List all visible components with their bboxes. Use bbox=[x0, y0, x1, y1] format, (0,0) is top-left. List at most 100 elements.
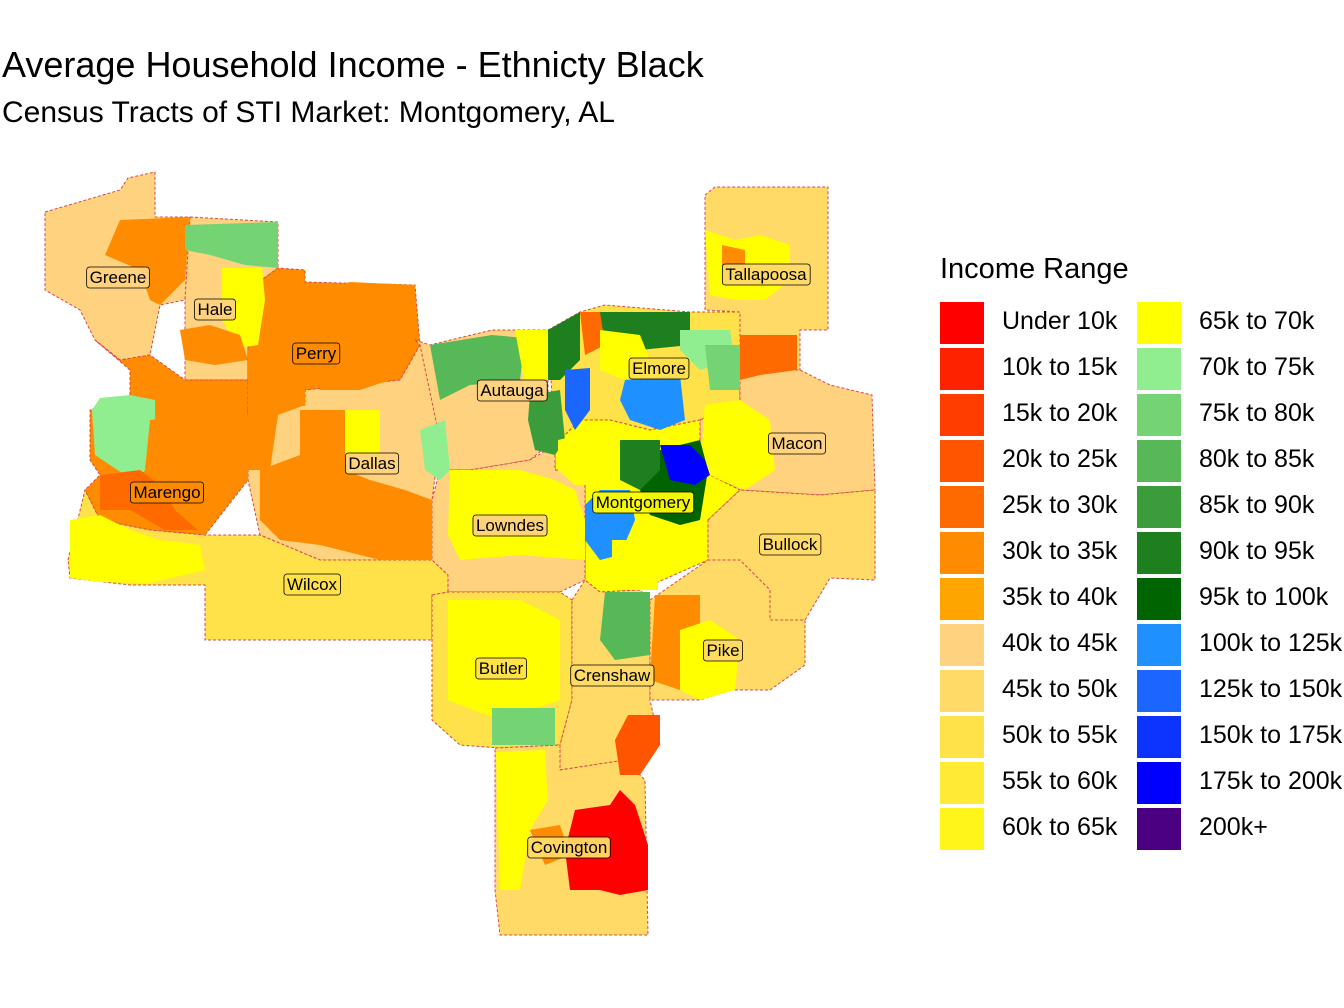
tract-patch bbox=[700, 400, 775, 490]
legend-swatch bbox=[940, 624, 984, 666]
county-label-box bbox=[592, 491, 695, 514]
county-label-tallapoosa: Tallapoosa bbox=[721, 263, 811, 286]
legend-label: Under 10k bbox=[1002, 307, 1118, 335]
county-label-box bbox=[86, 266, 150, 289]
legend-swatch bbox=[1137, 808, 1181, 850]
tract-patch bbox=[496, 750, 548, 890]
tract-patch bbox=[105, 217, 190, 305]
county-label-perry: Perry bbox=[292, 342, 341, 365]
county-label-box bbox=[703, 639, 743, 662]
county-label-text: Pike bbox=[706, 641, 739, 660]
legend-swatch bbox=[1137, 716, 1181, 758]
legend-swatch bbox=[1137, 624, 1181, 666]
legend-label: 25k to 30k bbox=[1002, 491, 1118, 519]
legend-swatch bbox=[1137, 578, 1181, 620]
county-label-box bbox=[759, 533, 822, 556]
legend-label: 125k to 150k bbox=[1199, 675, 1343, 703]
tract-patch bbox=[580, 312, 605, 355]
legend-label: 40k to 45k bbox=[1002, 629, 1118, 657]
tract-patch bbox=[180, 325, 248, 365]
legend-label: 50k to 55k bbox=[1002, 721, 1118, 749]
county-label-text: Hale bbox=[198, 300, 233, 319]
county-label-layer: Greene Hale Perry Marengo Dallas Wilcox Autaug… bbox=[86, 263, 826, 859]
county-label-box bbox=[570, 664, 655, 687]
tract-patch bbox=[70, 515, 205, 583]
county-label-text: Bullock bbox=[763, 535, 818, 554]
county-label-wilcox: Wilcox bbox=[283, 573, 341, 596]
county-label-covington: Covington bbox=[527, 836, 611, 859]
legend-label: 80k to 85k bbox=[1199, 445, 1315, 473]
county-label-text: Lowndes bbox=[476, 516, 544, 535]
county-label-lowndes: Lowndes bbox=[472, 514, 548, 537]
county-label-autauga: Autauga bbox=[476, 379, 548, 402]
county-label-box bbox=[721, 263, 811, 286]
county-label-box bbox=[527, 836, 611, 859]
county-label-box bbox=[292, 342, 341, 365]
county-label-text: Autauga bbox=[480, 381, 544, 400]
county-label-box bbox=[768, 432, 826, 455]
legend-label: 150k to 175k bbox=[1199, 721, 1343, 749]
tract-patch bbox=[615, 715, 660, 775]
legend-swatch bbox=[1137, 486, 1181, 528]
tract-patch bbox=[320, 282, 415, 390]
legend-swatch bbox=[1137, 394, 1181, 436]
county-label-box bbox=[194, 298, 236, 321]
legend-swatch bbox=[940, 532, 984, 574]
county-label-box bbox=[476, 379, 548, 402]
tract-patch bbox=[565, 368, 590, 430]
county-label-greene: Greene bbox=[86, 266, 150, 289]
tract-patch bbox=[740, 335, 797, 380]
legend-label: 60k to 65k bbox=[1002, 813, 1118, 841]
map-title: Average Household Income - Ethnicty Blac… bbox=[2, 44, 704, 85]
legend-swatch bbox=[1137, 670, 1181, 712]
county-label-elmore: Elmore bbox=[628, 357, 690, 380]
legend-swatch bbox=[1137, 302, 1181, 344]
legend-label: 35k to 40k bbox=[1002, 583, 1118, 611]
legend-swatch bbox=[1137, 532, 1181, 574]
legend-label: 45k to 50k bbox=[1002, 675, 1118, 703]
legend-label: 20k to 25k bbox=[1002, 445, 1118, 473]
county-label-box bbox=[475, 657, 527, 680]
tract-patch bbox=[92, 395, 155, 475]
county-label-text: Perry bbox=[296, 344, 337, 363]
legend-label: 175k to 200k bbox=[1199, 767, 1343, 795]
legend-swatch bbox=[940, 762, 984, 804]
county-label-text: Marengo bbox=[133, 483, 200, 502]
tract-patch bbox=[620, 375, 685, 430]
legend-label: 90k to 95k bbox=[1199, 537, 1315, 565]
legend-label: 15k to 20k bbox=[1002, 399, 1118, 427]
legend-label: 100k to 125k bbox=[1199, 629, 1343, 657]
county-label-hale: Hale bbox=[194, 298, 236, 321]
legend-swatch bbox=[940, 670, 984, 712]
tract-patch bbox=[558, 430, 620, 485]
county-label-text: Crenshaw bbox=[574, 666, 651, 685]
legend-label: 10k to 15k bbox=[1002, 353, 1118, 381]
legend-swatch bbox=[940, 394, 984, 436]
county-label-text: Greene bbox=[90, 268, 147, 287]
tract-patch bbox=[620, 440, 660, 490]
county-label-text: Butler bbox=[479, 659, 524, 678]
county-label-montgomery: Montgomery bbox=[592, 491, 695, 514]
county-label-macon: Macon bbox=[768, 432, 826, 455]
county-label-bullock: Bullock bbox=[759, 533, 822, 556]
legend-swatch bbox=[940, 716, 984, 758]
legend-swatch bbox=[940, 578, 984, 620]
county-label-text: Tallapoosa bbox=[725, 265, 807, 284]
county-label-pike: Pike bbox=[703, 639, 743, 662]
county-label-text: Covington bbox=[531, 838, 608, 857]
legend-swatch bbox=[1137, 440, 1181, 482]
legend-label: 200k+ bbox=[1199, 813, 1268, 841]
legend-label: 30k to 35k bbox=[1002, 537, 1118, 565]
legend-label: 55k to 60k bbox=[1002, 767, 1118, 795]
tract-patch bbox=[548, 312, 580, 380]
tract-patch bbox=[705, 345, 740, 390]
tract-patch bbox=[612, 540, 658, 590]
legend-label: 75k to 80k bbox=[1199, 399, 1315, 427]
legend-swatch bbox=[1137, 762, 1181, 804]
tract-patch bbox=[492, 708, 555, 745]
legend-swatch bbox=[940, 440, 984, 482]
legend-label: 95k to 100k bbox=[1199, 583, 1329, 611]
legend-label: 65k to 70k bbox=[1199, 307, 1315, 335]
county-label-marengo: Marengo bbox=[130, 481, 204, 504]
